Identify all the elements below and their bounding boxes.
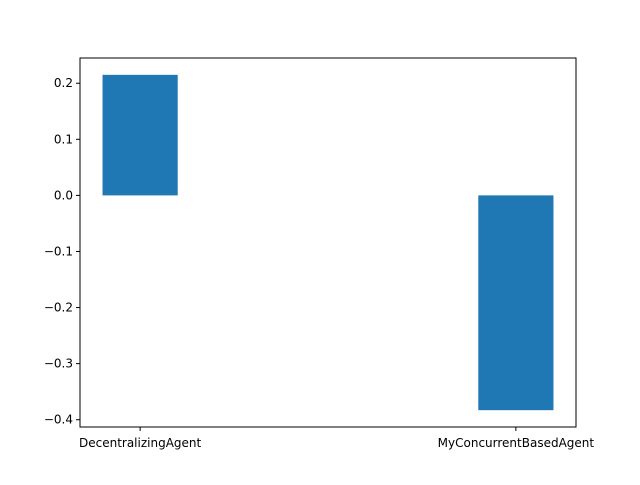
y-tick-label: −0.1 bbox=[44, 244, 73, 258]
bar-MyConcurrentBasedAgent bbox=[478, 195, 554, 411]
y-tick-label: −0.2 bbox=[44, 301, 73, 315]
plot-frame bbox=[79, 57, 577, 428]
bars-layer bbox=[102, 74, 554, 411]
y-axis: 0.2 0.1 0.0 −0.1 −0.2 −0.3 −0.4 bbox=[44, 76, 80, 427]
x-tick-label: MyConcurrentBasedAgent bbox=[438, 436, 595, 450]
x-tick-label: DecentralizingAgent bbox=[79, 436, 202, 450]
y-tick-label: 0.2 bbox=[54, 76, 73, 90]
y-tick-label: 0.1 bbox=[54, 132, 73, 146]
x-axis: DecentralizingAgent MyConcurrentBasedAgen… bbox=[79, 427, 594, 450]
y-tick-label: −0.4 bbox=[44, 413, 73, 427]
y-tick-label: −0.3 bbox=[44, 357, 73, 371]
y-tick-label: 0.0 bbox=[54, 188, 73, 202]
bar-DecentralizingAgent bbox=[102, 74, 178, 196]
